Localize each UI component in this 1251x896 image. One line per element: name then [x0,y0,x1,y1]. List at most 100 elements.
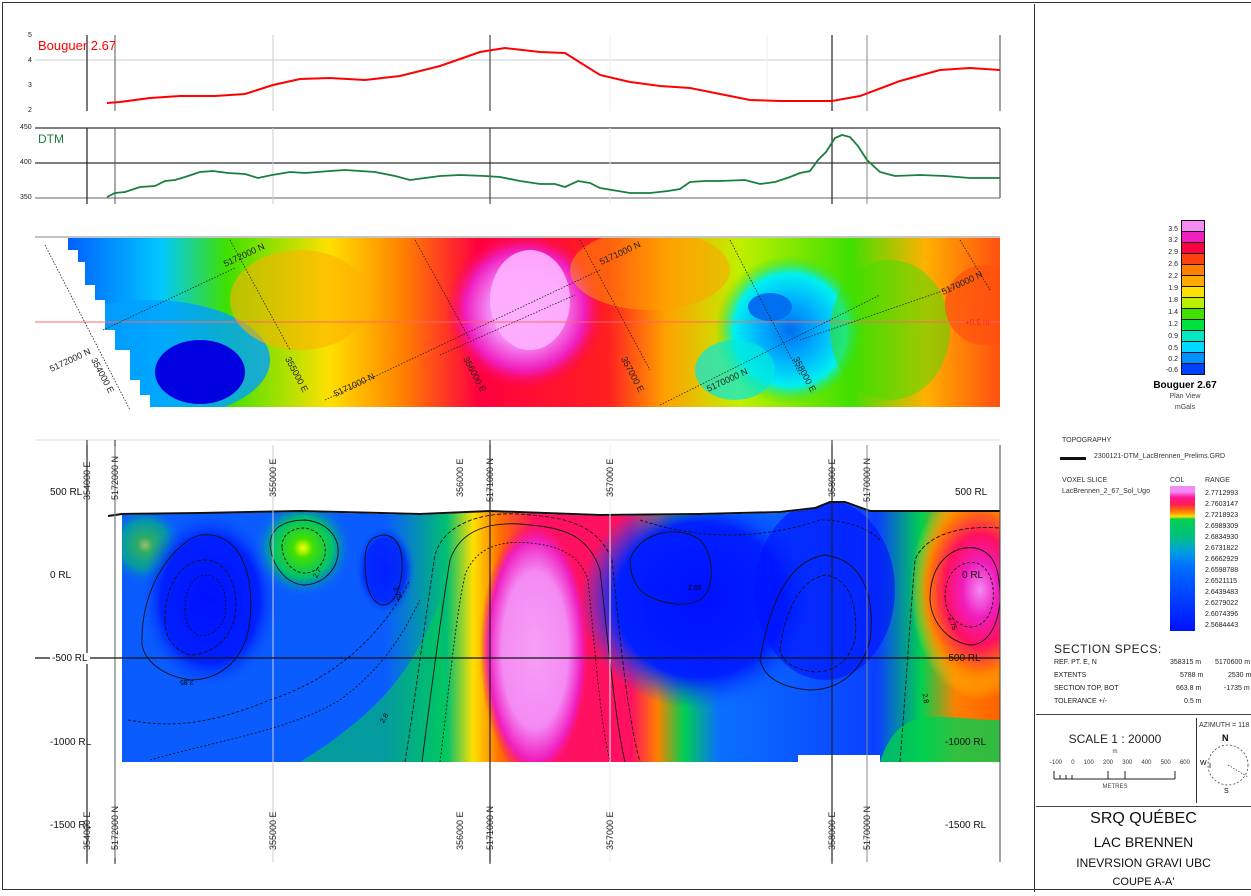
spec-label: SECTION TOP, BOT [1054,685,1119,692]
colorbar-tick: 2.2 [1168,273,1178,280]
dtm-profile-label: DTM [38,132,64,146]
colorbar-tick: 1.4 [1168,309,1178,316]
topography-line-label: 2300121-DTM_LacBrennen_Prelims.GRD [1094,453,1226,460]
rl-label-right: -500 RL [945,653,981,664]
voxel-range: 2.6439483 [1205,589,1239,596]
scale-tick: 400 [1141,760,1152,766]
dtm-ytick: 350 [20,194,32,201]
contour-label: 2.65 [688,585,702,592]
section-offset-label: +0.5 m [965,318,990,327]
spec-value: 0.5 m [1184,698,1202,705]
bouguer-ytick: 4 [28,57,32,64]
rl-label-right: 0 RL [962,570,984,581]
voxel-range: 2.6834930 [1205,534,1239,541]
colorbar-units: mGals [1174,404,1196,411]
panel-divider [1034,4,1035,892]
azimuth-label: AZIMUTH = 118 [1199,722,1250,729]
voxel-range: 2.6279022 [1205,600,1239,607]
colorbar-tick: 1.2 [1168,321,1178,328]
rl-label-left: -1000 RL [50,737,92,748]
colorbar-tick: 3.2 [1168,237,1178,244]
compass-south: S [1224,788,1229,795]
voxel-range-header: RANGE [1205,477,1230,484]
voxel-range: 2.6074396 [1205,611,1239,618]
voxel-range: 2.6731822 [1205,545,1239,552]
colorbar-tick: 2.6 [1168,261,1178,268]
dtm-ytick: 450 [20,124,32,131]
colorbar-tick: 0.2 [1168,356,1178,363]
colorbar-tick: 1.8 [1168,297,1178,304]
title-project: LAC BRENNEN [1093,834,1194,850]
colorbar-title: Bouguer 2.67 [1153,380,1217,391]
scale-tick: 600 [1179,760,1190,766]
colorbar-tick: 3.5 [1168,226,1178,233]
colorbar-tick: -0.6 [1165,367,1178,374]
scale-tick: -100 [1050,760,1063,766]
scale-label: SCALE 1 : 20000 [1068,732,1162,746]
spec-value: 5170600 m [1215,659,1251,666]
colorbar-tick: 0.5 [1168,345,1178,352]
voxel-colorbar [1170,486,1195,631]
voxel-range: 2.7603147 [1205,501,1239,508]
azimuth-divider [1196,718,1197,803]
rl-label-left: 0 RL [50,570,72,581]
title-section: COUPE A-A' [1112,876,1175,888]
section-specs-title: SECTION SPECS: [1054,642,1162,656]
scale-tick: 0 [1071,760,1075,766]
spec-label: EXTENTS [1054,672,1087,679]
dtm-ytick: 400 [20,159,32,166]
bouguer-ytick: 2 [28,107,32,114]
spec-value: 663.8 m [1176,685,1202,692]
compass-north: N [1222,733,1229,743]
rl-label-left: 500 RL [50,487,83,498]
scale-ticks: -100 0 100 200 300 400 500 600 [1050,760,1190,766]
topography-line-swatch [1060,457,1086,460]
compass-west: W [1200,760,1207,767]
colorbar-tick: 0.9 [1168,333,1178,340]
colorbar-tick: 1.9 [1168,285,1178,292]
bouguer-ytick: 3 [28,82,32,89]
rl-label-right: 500 RL [955,487,988,498]
spec-label: TOLERANCE +/- [1054,698,1107,705]
topography-title: TOPOGRAPHY [1062,437,1112,444]
voxel-title: VOXEL SLICE [1062,477,1108,484]
colorbar-swatches [1181,220,1205,375]
voxel-col-header: COL [1170,477,1185,484]
scale-tick: 200 [1103,760,1114,766]
voxel-name: LacBrennen_2_67_Sol_Ugo [1062,488,1150,495]
scale-tick: 500 [1160,760,1171,766]
title-divider [1036,806,1251,807]
voxel-range: 2.6521115 [1205,578,1238,585]
rl-label-left: -500 RL [50,653,90,664]
rl-label-left: -1500 RL [50,820,92,831]
rl-label-right: -1500 RL [945,820,987,831]
voxel-range: 2.6598788 [1205,567,1239,574]
colorbar-subtitle: Plan View [1169,393,1201,400]
title-company: SRQ QUÉBEC [1090,810,1197,827]
spec-value: 2530 m [1228,672,1251,679]
voxel-range: 2.7712993 [1205,490,1239,497]
scale-units-top: m [1112,749,1118,755]
voxel-range: 2.6662929 [1205,556,1239,563]
spec-value: 358315 m [1170,659,1202,666]
specs-divider [1036,714,1251,715]
bouguer-profile-label: Bouguer 2.67 [38,38,117,53]
scale-units-bottom: METRES [1102,784,1128,790]
spec-label: REF. PT. E, N [1054,659,1097,666]
voxel-range: 2.5684443 [1205,622,1239,629]
title-description: INEVRSION GRAVI UBC [1076,856,1211,870]
voxel-range: 2.6989309 [1205,523,1239,530]
bouguer-ytick: 5 [28,32,32,39]
spec-value: 5788 m [1180,672,1204,679]
scale-tick: 300 [1122,760,1133,766]
rl-label-right: -1000 RL [945,737,987,748]
spec-value: -1735 m [1224,685,1250,692]
scale-tick: 100 [1083,760,1094,766]
voxel-range: 2.7218923 [1205,512,1239,519]
